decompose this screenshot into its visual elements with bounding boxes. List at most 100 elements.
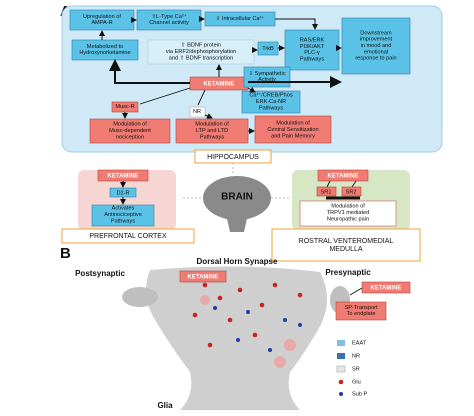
legend-icon [337, 340, 345, 346]
text-line: ⇧L-Type Ca²⁺ [151, 13, 186, 20]
text-line: nociception [116, 135, 144, 141]
text-line: Neuropathic pain [327, 217, 369, 223]
legend-label: Glu [352, 379, 361, 385]
node-text: Modulation of Central Sensitization and Pa… [267, 121, 318, 140]
inhibit [351, 180, 357, 188]
inhibit [326, 180, 331, 188]
node-text: RAS/ERK PI3K/AKT PLC-γ Pathways [300, 38, 325, 63]
text-line: ⇩ Intracellular Ca²⁺ [216, 15, 265, 22]
text-line: ERK-Ca-NR [256, 99, 286, 105]
glu [237, 287, 243, 293]
text-line: Hydroxynorketamine [79, 51, 130, 57]
box [341, 186, 362, 197]
node-text: Upregulation of AMPA-R [83, 14, 121, 26]
text-line: emotional [364, 50, 388, 56]
legend-label: EAAT [352, 340, 367, 346]
subp [246, 310, 250, 314]
node-text: Modulation of Musc-dependent nociception [109, 122, 151, 141]
glu [297, 292, 303, 298]
text-line: Activity [258, 78, 276, 84]
node-text: ⇩ Sympathetic Activity [248, 70, 285, 83]
text-line: Antinociceptive [104, 212, 142, 218]
box [175, 118, 249, 144]
vesicle [274, 356, 286, 368]
glu [207, 342, 213, 348]
text-line: Modulation of [113, 122, 147, 128]
text-line: Ca²⁺/CREB/Phos [249, 92, 293, 99]
box [284, 29, 340, 71]
inhibit [349, 287, 363, 296]
subp [283, 318, 287, 322]
box [189, 106, 206, 118]
brain-label: BRAIN [221, 192, 253, 203]
brain-stem [226, 214, 248, 232]
box [241, 90, 301, 114]
receptor: SR2 [346, 189, 357, 195]
text-line: Upregulation of [83, 14, 121, 20]
text-line: NR [193, 109, 201, 115]
node-text: SP-Transport To endplate [344, 305, 378, 317]
box [91, 204, 155, 227]
legend: EAAT NR SR Glu Sub P [336, 340, 368, 397]
text-line: Modulation of [276, 121, 310, 127]
text-line: Pathways [111, 219, 135, 225]
text-line: via ERF2/dephosphorylation [166, 49, 236, 55]
node-text: Musc-R [115, 104, 134, 110]
text-line: and Pain Memory [271, 134, 315, 140]
text-line: TRPV1 mediated [327, 210, 370, 216]
node-text: ⇧L-Type Ca²⁺ Channel activity [149, 13, 189, 26]
text-line: in mood and [361, 43, 392, 49]
glu [202, 282, 208, 288]
text-line: improvement [360, 37, 393, 43]
text-line: Central Sensitization [267, 127, 318, 133]
legend-label: NR [352, 353, 360, 359]
glia-label: Glia [157, 401, 173, 410]
subp [213, 306, 217, 310]
particles [192, 282, 303, 368]
text-line: Downstream [360, 31, 392, 37]
legend-icon [336, 365, 346, 373]
legend-icon [339, 392, 343, 396]
ketamine-box [361, 281, 411, 294]
text-line: Modulation of [195, 122, 229, 128]
hippocampus-texts: Upregulation of AMPA-R ⇧L-Type Ca²⁺ Channe… [79, 13, 396, 140]
glu [192, 312, 198, 318]
subp [236, 338, 240, 342]
ketamine-label: KETAMINE [108, 174, 139, 180]
glu [217, 295, 223, 301]
arrow [275, 18, 318, 30]
text-line: To endplate [347, 312, 376, 318]
arrow [247, 86, 256, 93]
side-label: Postsynaptic [75, 269, 125, 278]
node-text: Modulation of TRPV1 mediated Neuropathic p… [327, 204, 370, 223]
text-line: ⇧ BDNF protein [181, 42, 221, 49]
node-text: Downstream improvement in mood and emotiona… [355, 31, 396, 62]
vesicle [284, 339, 296, 351]
glu [272, 282, 278, 288]
text-line: MEDULLA [329, 246, 362, 253]
panel-label: B [60, 245, 71, 262]
text-line: ROSTRAL VENTEROMEDIAL [299, 238, 394, 245]
side-label: Presynaptic [325, 268, 371, 277]
text-line: Metabolized to [87, 44, 123, 50]
text-line: ⇩ Sympathetic [248, 70, 285, 77]
section-label: PREFRONTAL CORTEX [89, 233, 167, 240]
legend-icon [337, 353, 345, 359]
node-text: Ca²⁺/CREB/Phos ERK-Ca-NR Pathways [249, 92, 293, 112]
text-line: AMPA-R [91, 21, 112, 27]
inhibit [197, 89, 206, 106]
synapse-title: Dorsal Horn Synapse [197, 257, 278, 266]
subp [268, 348, 272, 352]
node-text: Activates Antinociceptive Pathways [104, 206, 142, 225]
ketamine-label: KETAMINE [204, 82, 235, 88]
ketamine-box [179, 270, 227, 283]
text-line: PLC-γ [304, 51, 320, 57]
legend-label: Sub P [352, 391, 368, 397]
legend-icon [338, 379, 344, 385]
vesicle [200, 295, 210, 305]
text-line: SP-Transport [344, 305, 378, 311]
node-text: NR [193, 109, 201, 115]
subp [298, 323, 302, 327]
arrow [204, 113, 213, 119]
